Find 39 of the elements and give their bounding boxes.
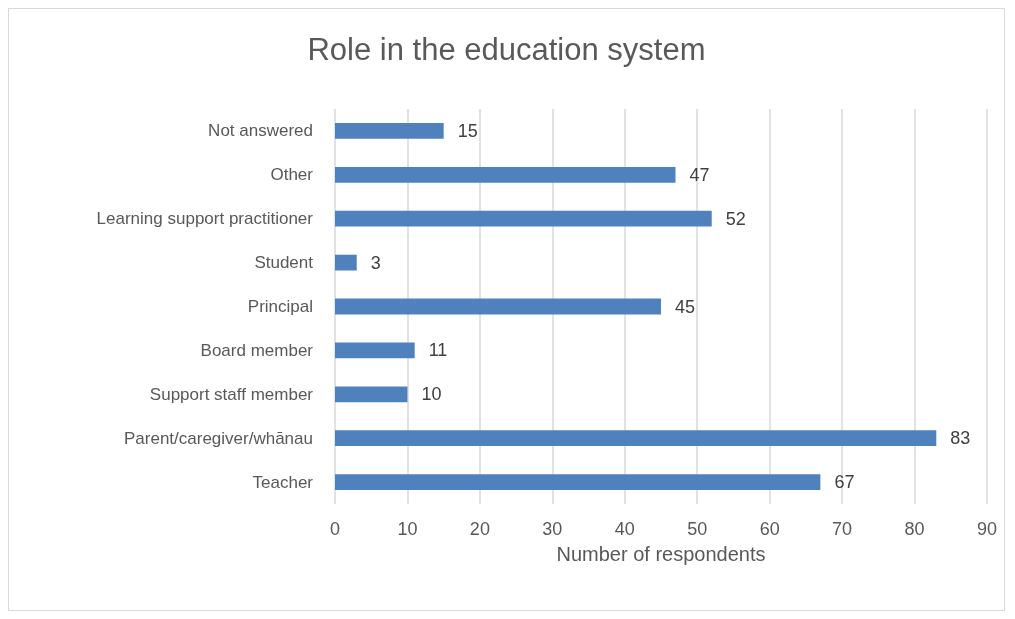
y-tick-label: Learning support practitioner [96, 209, 314, 229]
chart-title: Role in the education system [307, 32, 706, 67]
y-tick-label: Teacher [252, 472, 314, 492]
y-tick-label: Principal [247, 297, 313, 316]
bar [335, 430, 937, 447]
bar [335, 166, 676, 183]
x-tick-label: 60 [759, 519, 780, 539]
data-label: 52 [725, 208, 746, 229]
data-label: 3 [370, 252, 381, 273]
data-label: 83 [950, 428, 971, 449]
bar [335, 298, 661, 315]
x-tick-label: 0 [329, 519, 341, 539]
y-tick-label: Not answered [208, 121, 313, 141]
y-tick-label: Student [254, 253, 314, 273]
data-label: 67 [834, 472, 855, 493]
x-tick-label: 50 [687, 519, 708, 539]
data-label: 47 [689, 164, 710, 185]
bar [335, 386, 408, 403]
data-label: 45 [675, 296, 696, 317]
x-tick-label: 20 [469, 519, 490, 539]
y-tick-label: Parent/caregiver/whānau [123, 428, 313, 448]
x-tick-label: 80 [904, 519, 925, 539]
x-tick-label: 70 [832, 519, 853, 539]
x-tick-label: 10 [397, 519, 418, 539]
bar [335, 474, 821, 490]
bar [335, 123, 444, 139]
y-tick-label: Support staff member [149, 384, 314, 404]
x-axis-title: Number of respondents [556, 543, 766, 565]
x-tick-label: 40 [614, 519, 635, 539]
x-tick-label: 90 [976, 519, 998, 539]
data-label: 15 [457, 120, 478, 141]
y-tick-label: Other [270, 165, 314, 185]
bar [335, 210, 712, 227]
bar [335, 254, 357, 271]
data-label: 11 [428, 340, 448, 361]
bar [335, 342, 415, 359]
x-tick-label: 30 [542, 519, 563, 539]
data-label: 10 [421, 384, 442, 405]
y-tick-label: Board member [200, 340, 314, 360]
